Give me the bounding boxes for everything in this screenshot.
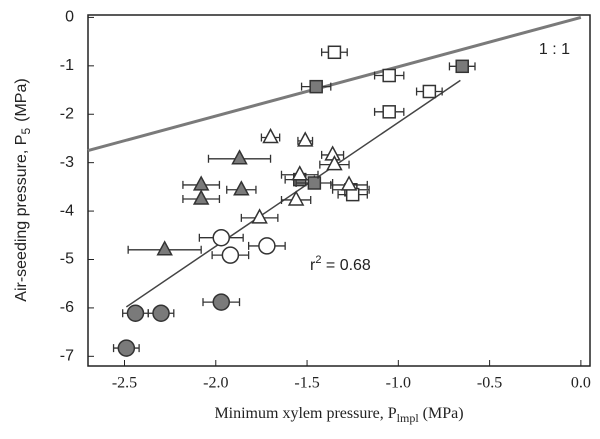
x-axis-label: Minimum xylem pressure, Plmpl (MPa) xyxy=(214,405,463,425)
annotation-rest: = 0.68 xyxy=(321,257,370,274)
y-tick-label: -7 xyxy=(60,348,74,365)
x-tick-label: -1.0 xyxy=(386,375,411,392)
y-label-text: Air-seeding pressure, P xyxy=(13,135,30,302)
y-tick-label: -3 xyxy=(60,154,74,171)
y-label-unit: (MPa) xyxy=(13,78,30,122)
marker xyxy=(233,180,250,196)
x-tick-label: -0.5 xyxy=(477,375,502,392)
marker xyxy=(455,59,469,74)
annotation-sup: 2 xyxy=(315,254,321,266)
marker xyxy=(307,176,322,190)
y-axis-label: Air-seeding pressure, P5 (MPa) xyxy=(13,78,33,301)
marker xyxy=(192,189,210,205)
x-label-text: Minimum xylem pressure, P xyxy=(214,405,396,422)
marker xyxy=(152,304,170,322)
marker xyxy=(340,175,358,191)
fit-line xyxy=(125,79,461,308)
marker xyxy=(221,246,240,264)
marker xyxy=(296,131,314,147)
y-tick-label: 0 xyxy=(65,9,74,26)
y-label-sub: 5 xyxy=(19,128,33,135)
annotation-text: r xyxy=(310,257,316,274)
marker xyxy=(212,293,231,311)
plot-frame xyxy=(87,14,591,367)
x-label-unit: (MPa) xyxy=(423,405,464,422)
y-tick-label: -2 xyxy=(60,105,74,122)
marker xyxy=(251,208,268,224)
marker xyxy=(156,240,173,256)
marker xyxy=(327,45,342,60)
marker xyxy=(422,84,437,99)
y-tick-label: -5 xyxy=(60,251,74,268)
marker xyxy=(382,68,396,83)
fit-line xyxy=(87,15,582,153)
x-tick-label: -2.5 xyxy=(112,375,137,392)
marker xyxy=(192,175,210,191)
x-tick-label: 0.0 xyxy=(571,375,591,392)
marker xyxy=(326,155,343,171)
marker xyxy=(231,149,248,165)
marker xyxy=(324,145,341,161)
y-tick-label: -4 xyxy=(60,202,74,219)
marker xyxy=(117,339,136,357)
marker xyxy=(262,127,279,144)
marker xyxy=(212,228,231,247)
annotation: r2 = 0.68 xyxy=(310,254,371,274)
x-tick-label: -1.5 xyxy=(294,375,319,392)
x-label-sub: lmpl xyxy=(397,411,420,425)
marker xyxy=(258,237,276,255)
marker xyxy=(382,105,396,119)
marker xyxy=(126,304,145,322)
line-label: 1 : 1 xyxy=(539,41,570,58)
marker xyxy=(309,79,323,94)
marker xyxy=(287,190,305,206)
y-tick-label: -1 xyxy=(60,57,74,74)
y-tick-label: -6 xyxy=(60,299,74,316)
marker xyxy=(291,165,309,181)
x-tick-label: -2.0 xyxy=(203,375,228,392)
